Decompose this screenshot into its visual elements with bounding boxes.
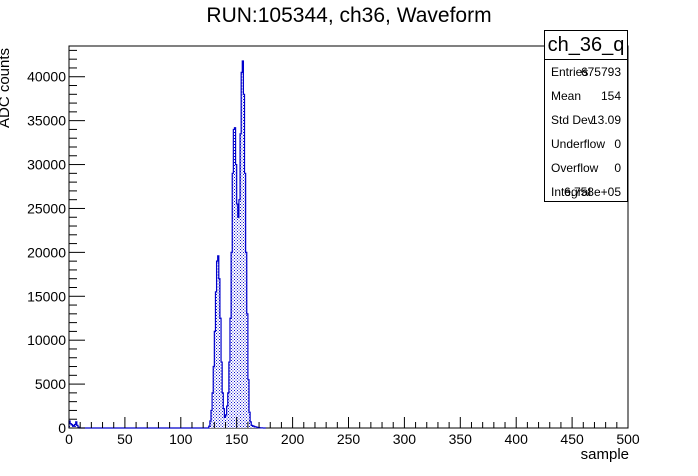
x-tick-label: 300 <box>393 431 417 447</box>
x-tick-label: 100 <box>169 431 193 447</box>
y-axis-label: ADC counts <box>0 47 13 128</box>
y-tick-label: 30000 <box>27 157 66 173</box>
y-tick-label: 20000 <box>27 244 66 260</box>
chart-title: RUN:105344, ch36, Waveform <box>206 4 492 27</box>
histogram-bin <box>224 417 226 428</box>
stats-row: Underflow 0 <box>545 132 627 156</box>
histogram-bin <box>228 362 230 428</box>
y-tick-label: 25000 <box>27 200 66 216</box>
stats-title: ch_36_q <box>545 31 627 60</box>
stats-row: Integral 6.758e+05 <box>545 180 627 204</box>
stats-key: Mean <box>551 89 582 103</box>
histogram-bin <box>226 406 228 428</box>
histogram-bin <box>232 173 234 428</box>
histogram-bin <box>218 278 220 428</box>
histogram-outline <box>68 60 266 429</box>
stats-row: Std Dev 13.09 <box>545 108 627 132</box>
x-tick-label: 50 <box>117 431 133 447</box>
histogram-bin <box>71 424 73 428</box>
stats-row: Mean 154 <box>545 84 627 108</box>
histogram-bin <box>219 318 222 428</box>
y-tick-label: 10000 <box>27 332 66 348</box>
histogram-bin <box>216 261 218 428</box>
y-tick-label: 15000 <box>27 288 66 304</box>
histogram-bin <box>236 204 238 428</box>
histogram-bin <box>251 425 253 428</box>
stats-box: ch_36_q Entries 675793 Mean 154 Std Dev 13.09… <box>544 30 628 202</box>
histogram-bin <box>213 366 215 428</box>
histogram-bin <box>73 426 75 428</box>
stats-key: Integral <box>551 185 592 199</box>
x-tick-label: 250 <box>337 431 361 447</box>
stats-row: Overflow 0 <box>545 156 627 180</box>
histogram-bin <box>241 72 243 429</box>
histogram-bin <box>221 362 223 428</box>
histogram-bin <box>227 392 229 428</box>
histogram-bin <box>238 199 241 428</box>
histogram-bin <box>240 133 242 428</box>
stats-value: 0 <box>614 137 621 151</box>
y-tick-label: 40000 <box>27 69 66 85</box>
histogram-bin <box>245 252 247 428</box>
histogram-bin <box>243 94 245 428</box>
x-tick-label: 400 <box>505 431 529 447</box>
stats-value: 0 <box>614 161 621 175</box>
y-tick-label: 5000 <box>35 376 66 392</box>
x-tick-label: 500 <box>616 431 640 447</box>
histogram-bin <box>223 408 225 428</box>
x-tick-label: 200 <box>281 431 305 447</box>
stats-key: Underflow <box>551 137 606 151</box>
histogram-bin <box>242 60 244 428</box>
y-axis: 0 5000 10000 15000 20000 25000 30000 35000 40000 <box>27 49 85 436</box>
histogram-bin <box>214 331 216 428</box>
histogram-bin <box>234 127 236 428</box>
x-axis-label: sample <box>580 446 629 463</box>
x-tick-label: 0 <box>65 431 73 447</box>
histogram-bin <box>244 173 246 428</box>
x-tick-label: 350 <box>449 431 473 447</box>
stats-key: Std Dev <box>551 113 594 127</box>
histogram-bin <box>225 414 227 428</box>
histogram-bin <box>231 252 233 428</box>
histogram-series <box>68 60 266 429</box>
histogram-bin <box>235 164 237 428</box>
stats-value: 154 <box>600 89 621 103</box>
stats-value: 13.09 <box>590 113 621 127</box>
x-axis: 0 50 100 150 200 250 300 350 400 450 500 <box>65 417 640 447</box>
histogram-bin <box>70 423 72 428</box>
histogram-bin <box>233 129 235 428</box>
stats-value: 675793 <box>580 65 621 79</box>
stats-key: Entries <box>551 65 589 79</box>
histogram-bin <box>217 255 219 428</box>
histogram-bin <box>229 318 232 428</box>
stats-value: 6.758e+05 <box>563 185 621 199</box>
stats-row: Entries 675793 <box>545 60 627 84</box>
histogram-bin <box>252 425 254 428</box>
x-tick-label: 450 <box>560 431 584 447</box>
histogram-bin <box>215 291 217 428</box>
y-tick-label: 0 <box>58 420 66 436</box>
y-tick-label: 35000 <box>27 113 66 129</box>
x-tick-label: 150 <box>225 431 249 447</box>
histogram-bin <box>237 217 239 428</box>
stats-key: Overflow <box>551 161 599 175</box>
histogram-bin <box>222 392 224 428</box>
